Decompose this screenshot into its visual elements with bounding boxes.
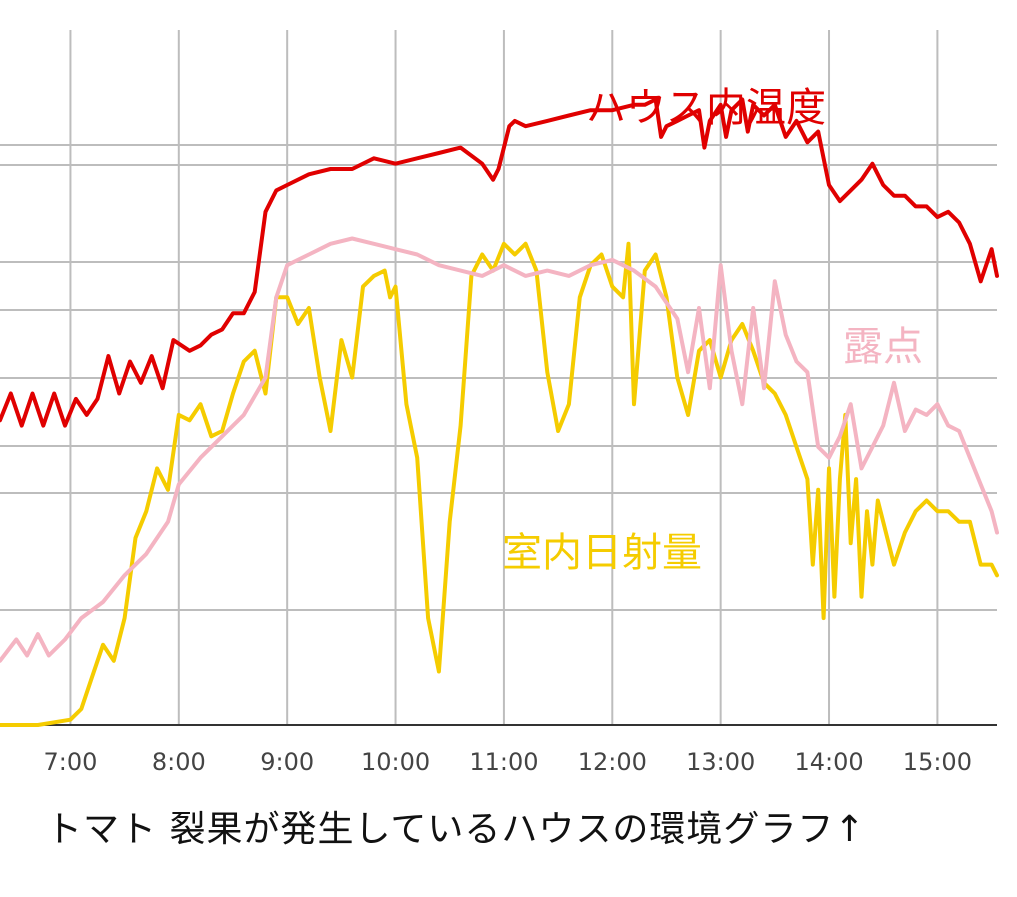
x-tick-label: 11:00 [469,748,538,776]
x-tick-label: 9:00 [260,748,314,776]
series-line-solar [0,241,999,727]
series-label-temperature: ハウス内温度 [586,85,826,131]
series-label-dewpoint: 露点 [843,324,923,370]
x-tick-label: 7:00 [43,748,97,776]
x-tick-label: 13:00 [686,748,755,776]
series-lines [0,97,999,727]
series-label-solar: 室内日射量 [502,530,702,576]
x-tick-label: 10:00 [361,748,430,776]
x-tick-label: 8:00 [152,748,206,776]
environment-line-chart: 7:00 8:00 9:00 10:00 11:00 12:00 13:00 14:00 15:… [0,30,999,776]
chart-gridlines [0,30,997,725]
x-axis-tick-labels: 7:00 8:00 9:00 10:00 11:00 12:00 13:00 14:00 15:… [43,748,971,776]
series-line-temperature [0,97,999,428]
x-tick-label: 14:00 [794,748,863,776]
chart-caption: トマト 裂果が発生しているハウスの環境グラフ↑ [46,809,866,850]
x-tick-label: 15:00 [903,748,972,776]
series-line-dewpoint [0,236,999,663]
x-tick-label: 12:00 [578,748,647,776]
